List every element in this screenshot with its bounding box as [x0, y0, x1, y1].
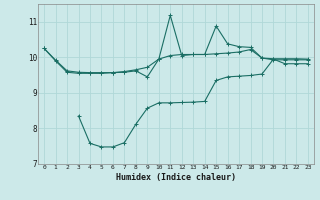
X-axis label: Humidex (Indice chaleur): Humidex (Indice chaleur) [116, 173, 236, 182]
